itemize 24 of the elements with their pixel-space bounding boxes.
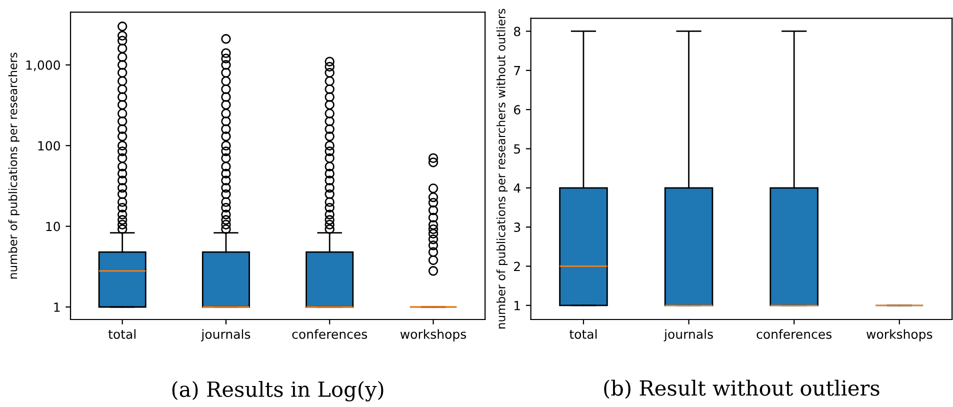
- y-tick-label: 8: [514, 26, 520, 36]
- y-tick-label: 2: [514, 262, 520, 271]
- text: (b) Result without outliers: [604, 380, 880, 399]
- y-axis-title: number of publications per researchers without outliers: [496, 8, 508, 328]
- text: (a) Results in Log(y): [172, 380, 384, 402]
- y-axis-title: number of publications per researchers: [8, 52, 20, 279]
- x-tick-label: conferences: [292, 329, 368, 339]
- x-tick-label: workshops: [400, 329, 466, 342]
- x-tick-label: total: [108, 329, 136, 339]
- y-tick-label: 7: [514, 66, 520, 76]
- y-tick-label: 6: [514, 105, 520, 114]
- y-tick-label: 1: [54, 302, 60, 312]
- x-tick-label: journals: [200, 329, 250, 342]
- y-tick-label: 1,000: [26, 60, 60, 72]
- x-tick-label: journals: [664, 329, 713, 342]
- y-tick-label: 100: [38, 141, 60, 151]
- y-tick-label: 4: [514, 184, 520, 193]
- x-tick-label: total: [570, 329, 597, 339]
- y-tick-label: 1: [514, 301, 520, 310]
- y-tick-label: 10: [46, 222, 60, 232]
- x-tick-label: workshops: [866, 329, 932, 342]
- y-tick-label: 5: [514, 144, 520, 154]
- x-tick-label: conferences: [756, 329, 832, 339]
- y-tick-label: 3: [514, 222, 520, 232]
